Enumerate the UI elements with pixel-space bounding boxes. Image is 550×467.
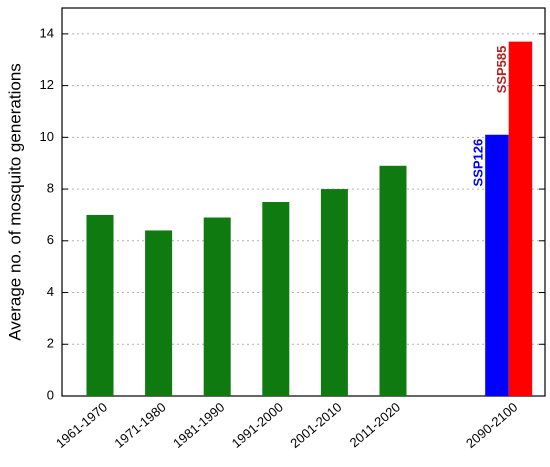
bar xyxy=(508,41,533,396)
x-tick-label: 1971-1980 xyxy=(111,399,168,450)
bar xyxy=(262,202,290,396)
y-tick-label: 14 xyxy=(40,25,54,40)
y-tick-label: 2 xyxy=(47,336,54,351)
plot-frame xyxy=(61,7,546,397)
y-tick-label: 8 xyxy=(47,181,54,196)
y-tick-label: 4 xyxy=(47,284,54,299)
y-tick-label: 6 xyxy=(47,232,54,247)
y-axis-label: Average no. of mosquito generations xyxy=(5,63,24,341)
y-tick-label: 10 xyxy=(40,129,54,144)
y-tick-label: 0 xyxy=(47,387,54,402)
bar xyxy=(379,165,407,396)
bar xyxy=(86,214,114,396)
x-tick-label: 1961-1970 xyxy=(53,399,110,450)
x-tick-label: 1991-2000 xyxy=(229,399,286,450)
x-tick-label: 2090-2100 xyxy=(463,399,520,450)
bar xyxy=(320,189,348,396)
bar xyxy=(203,217,231,396)
x-tick-label: 1981-1990 xyxy=(170,399,227,450)
bar-series-label: SSP585 xyxy=(494,46,509,94)
bar-series-label: SSP126 xyxy=(471,139,486,187)
y-tick-label: 12 xyxy=(40,77,54,92)
x-tick-label: 2001-2010 xyxy=(287,399,344,450)
x-tick-label: 2011-2020 xyxy=(347,399,404,450)
bar xyxy=(145,230,173,396)
bar xyxy=(485,134,509,396)
